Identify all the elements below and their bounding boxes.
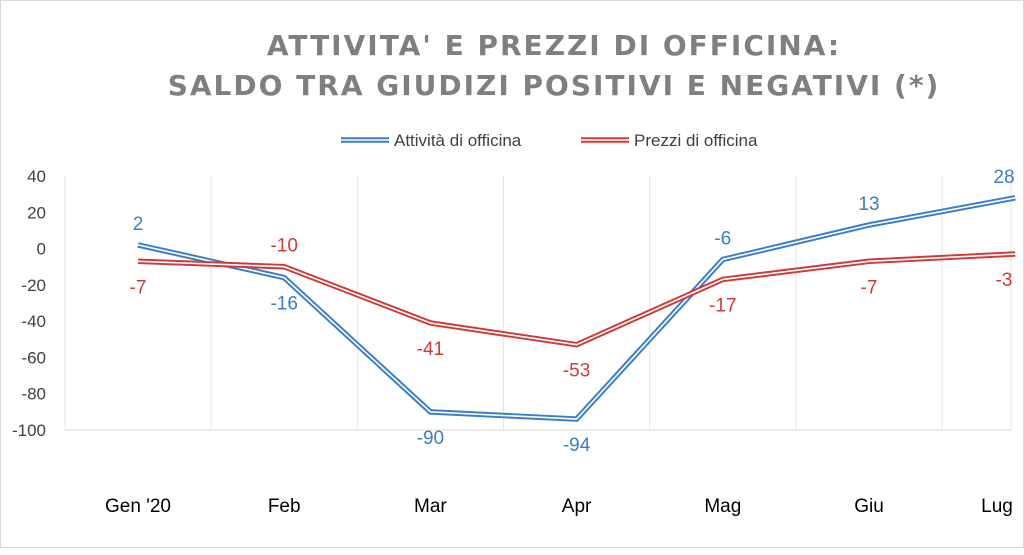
legend-label: Attività di officina — [394, 131, 522, 150]
data-label: -10 — [270, 236, 297, 257]
chart-title-line-1: ATTIVITA' E PREZZI DI OFFICINA: — [267, 29, 841, 62]
data-label: 2 — [133, 214, 144, 235]
series-layer — [137, 195, 1016, 422]
x-tick-label: Gen '20 — [105, 496, 171, 517]
legend-label: Prezzi di officina — [634, 131, 758, 150]
data-label: -7 — [861, 277, 878, 298]
data-label: -90 — [417, 428, 444, 449]
data-label: 28 — [993, 167, 1014, 188]
legend-item: Attività di officina — [341, 131, 522, 150]
data-label: -16 — [270, 294, 297, 315]
x-tick-label: Feb — [268, 496, 301, 517]
data-label: -53 — [563, 361, 590, 382]
x-tick-label: Giu — [854, 496, 884, 517]
x-tick-label: Lug — [981, 496, 1013, 517]
x-tick-label: Mar — [414, 496, 447, 517]
data-label: 13 — [858, 194, 879, 215]
y-tick-label: -100 — [12, 421, 46, 440]
y-tick-label: -40 — [21, 312, 46, 331]
data-label: -3 — [996, 270, 1013, 291]
legend: Attività di officina Prezzi di officina — [341, 131, 758, 150]
x-tick-label: Apr — [562, 496, 592, 517]
grid — [64, 176, 1012, 430]
x-tick-label: Mag — [704, 496, 741, 517]
legend-item: Prezzi di officina — [581, 131, 758, 150]
data-labels: 2 -16 -90 -94 -6 13 28 -7 -10 -41 -53 -17 -7 -3 — [130, 167, 1015, 456]
series-line-inner — [137, 253, 1016, 346]
y-tick-label: -60 — [21, 348, 46, 367]
series-attivita — [137, 195, 1016, 422]
data-label: -7 — [130, 277, 147, 298]
y-tick-label: 40 — [27, 167, 46, 186]
y-tick-label: -20 — [21, 276, 46, 295]
series-prezzi — [137, 251, 1016, 348]
y-axis: 40 20 0 -20 -40 -60 -80 -100 — [12, 167, 46, 440]
y-tick-label: -80 — [21, 385, 46, 404]
y-tick-label: 0 — [37, 240, 46, 259]
y-tick-label: 20 — [27, 203, 46, 222]
data-label: -41 — [417, 339, 444, 360]
data-label: -94 — [563, 435, 591, 456]
series-line-inner — [137, 197, 1016, 420]
data-label: -6 — [714, 228, 731, 249]
data-label: -17 — [709, 295, 736, 316]
chart-title-line-2: SALDO TRA GIUDIZI POSITIVI E NEGATIVI (*… — [168, 69, 941, 102]
x-axis: Gen '20 Feb Mar Apr Mag Giu Lug — [65, 429, 1013, 517]
